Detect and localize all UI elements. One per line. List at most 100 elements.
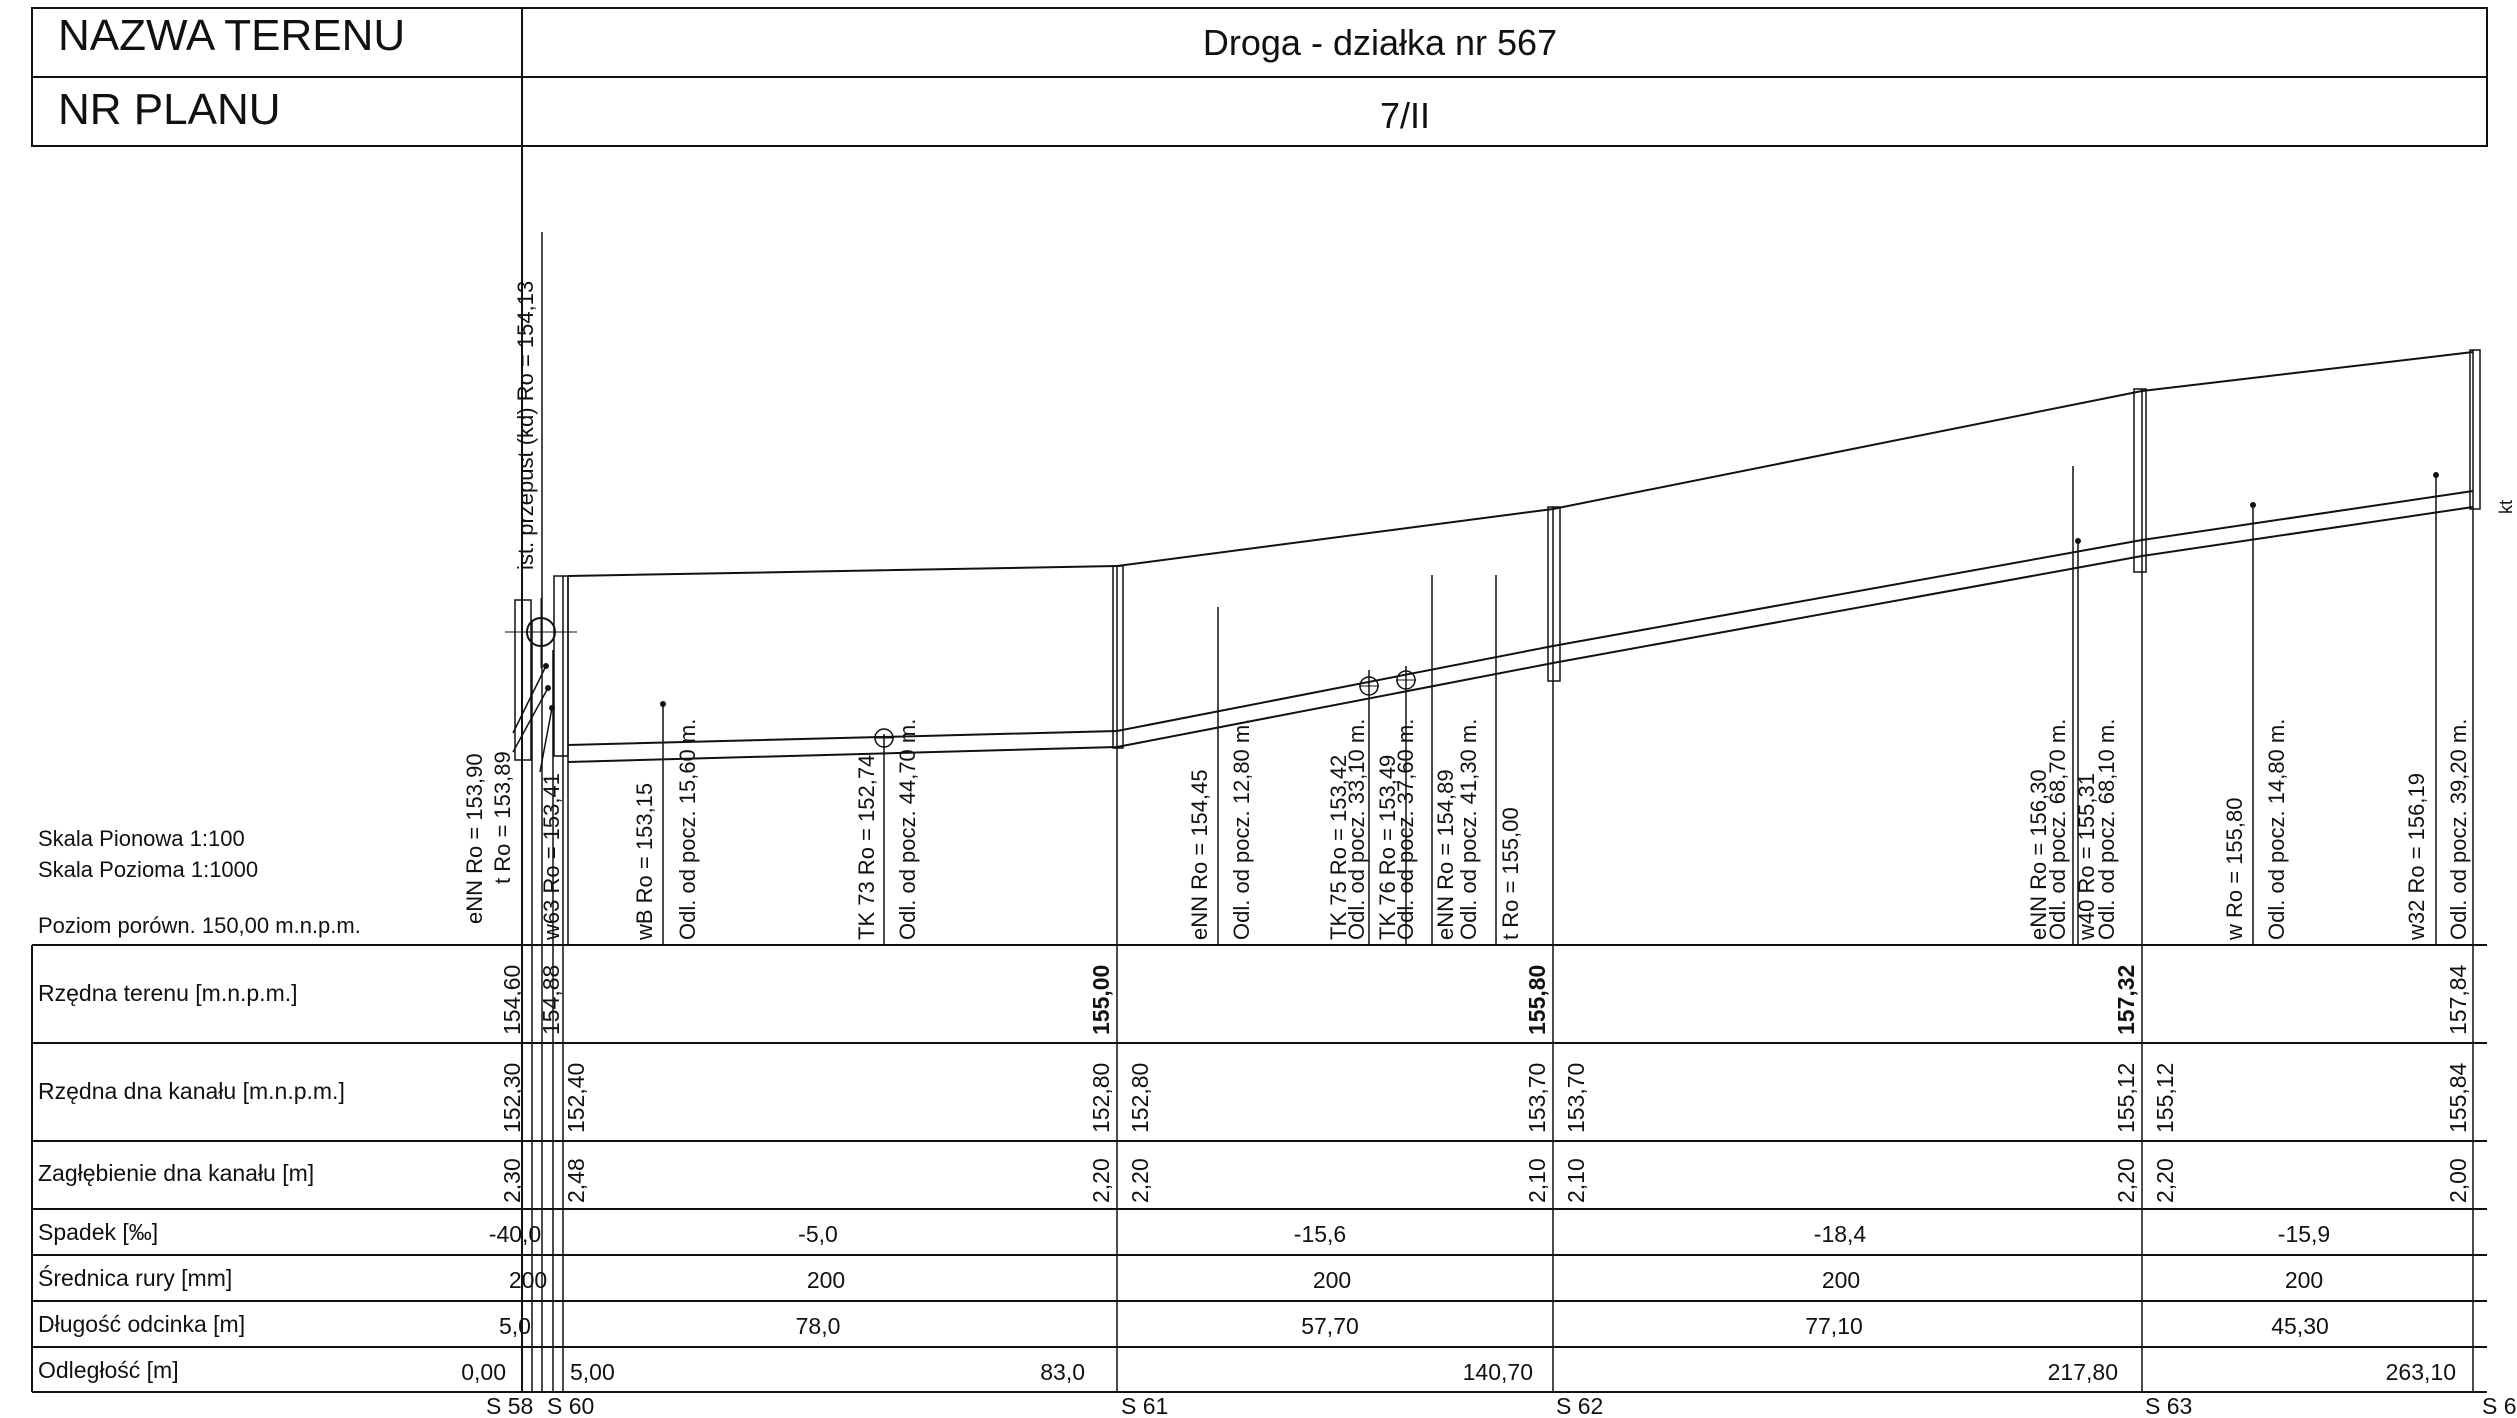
manhole-label: S 60 bbox=[547, 1393, 594, 1418]
row-label-distance: Odległość [m] bbox=[38, 1357, 179, 1383]
slope-value: -18,4 bbox=[1814, 1221, 1867, 1247]
diameter-value: 200 bbox=[1822, 1267, 1860, 1293]
crossing-label: TK 75 Ro = 153,42 bbox=[1326, 755, 1351, 940]
invert-value: 155,12 bbox=[2113, 1063, 2139, 1133]
distance-value: 83,0 bbox=[1040, 1359, 1085, 1385]
terrain-value: 154,60 bbox=[499, 965, 525, 1035]
crossing-label: w Ro = 155,80 bbox=[2222, 798, 2247, 941]
terrain-value: 157,32 bbox=[2113, 965, 2139, 1035]
terrain-name-value: Droga - działka nr 567 bbox=[1203, 22, 1557, 63]
diameter-value: 200 bbox=[807, 1267, 845, 1293]
crossing-label: eNN Ro = 154,45 bbox=[1187, 769, 1212, 940]
crossing-label: Odl. od pocz. 41,30 m. bbox=[1456, 719, 1481, 940]
culvert-label: ist. przepust (kd) Ro = 154,13 bbox=[513, 281, 538, 570]
scale-notes: Skala Pionowa 1:100 Skala Pozioma 1:1000… bbox=[38, 826, 361, 938]
row-label-length: Długość odcinka [m] bbox=[38, 1311, 245, 1337]
depth-value: 2,48 bbox=[563, 1158, 589, 1203]
crossing-label: w32 Ro = 156,19 bbox=[2404, 773, 2429, 941]
slope-value: -15,9 bbox=[2278, 1221, 2330, 1247]
manhole-names: S 58 S 60 S 61 S 62 S 63 S 6 bbox=[486, 1393, 2517, 1418]
manhole-s62-shaft bbox=[1547, 506, 1561, 682]
diameter-value: 200 bbox=[2285, 1267, 2323, 1293]
length-value: 77,10 bbox=[1805, 1313, 1863, 1339]
crossing-label: Odl. od pocz. 39,20 m. bbox=[2446, 719, 2471, 940]
terrain-value: 155,80 bbox=[1524, 965, 1550, 1035]
invert-value: 152,80 bbox=[1088, 1063, 1114, 1133]
vertical-scale: Skala Pionowa 1:100 bbox=[38, 826, 245, 851]
distance-value: 0,00 bbox=[461, 1359, 506, 1385]
depth-value: 2,30 bbox=[499, 1158, 525, 1203]
crossing-label: Odl. od pocz. 68,70 m. bbox=[2045, 719, 2070, 940]
distance-value: 217,80 bbox=[2048, 1359, 2118, 1385]
invert-value: 152,80 bbox=[1127, 1063, 1153, 1133]
terrain-line bbox=[567, 351, 2474, 577]
profile-table: Rzędna terenu [m.n.p.m.] Rzędna dna kana… bbox=[31, 944, 2487, 1393]
depth-value: 2,20 bbox=[2152, 1158, 2178, 1203]
manhole-label: S 61 bbox=[1121, 1393, 1168, 1418]
crossing-label: Odl. od pocz. 37,60 m. bbox=[1393, 719, 1418, 940]
row-label-terrain: Rzędna terenu [m.n.p.m.] bbox=[38, 980, 298, 1006]
manhole-s64-shaft bbox=[2469, 349, 2481, 510]
row-label-depth: Zagłębienie dna kanału [m] bbox=[38, 1160, 314, 1186]
row-label-invert: Rzędna dna kanału [m.n.p.m.] bbox=[38, 1078, 345, 1104]
profile-graph bbox=[505, 146, 2481, 1392]
terrain-name-label: NAZWA TERENU bbox=[58, 11, 405, 60]
depth-value: 2,10 bbox=[1563, 1158, 1589, 1203]
diameter-value: 200 bbox=[1313, 1267, 1351, 1293]
crossing-label: TK 76 Ro = 153,49 bbox=[1375, 755, 1400, 940]
crossing-label: wB Ro = 153,15 bbox=[632, 783, 657, 941]
length-value: 5,0 bbox=[499, 1313, 531, 1339]
crossing-label: Odl. od pocz. 15,60 m. bbox=[675, 719, 700, 940]
crossing-label: Odl. od pocz. 14,80 m. bbox=[2264, 719, 2289, 940]
horizontal-scale: Skala Pozioma 1:1000 bbox=[38, 857, 258, 882]
depth-value: 2,00 bbox=[2445, 1158, 2471, 1203]
invert-value: 152,40 bbox=[563, 1063, 589, 1133]
row-label-diameter: Średnica rury [mm] bbox=[38, 1264, 232, 1291]
length-value: 78,0 bbox=[796, 1313, 841, 1339]
plan-number-value: 7/II bbox=[1380, 95, 1430, 136]
terrain-value: 157,84 bbox=[2445, 964, 2471, 1035]
length-value: 57,70 bbox=[1301, 1313, 1359, 1339]
title-block: NAZWA TERENU Droga - działka nr 567 NR P… bbox=[31, 7, 2488, 147]
pipe-bottom-line bbox=[567, 506, 2474, 763]
diameter-value: 200 bbox=[509, 1267, 547, 1293]
manhole-s61-shaft bbox=[1112, 565, 1124, 749]
plan-number-label: NR PLANU bbox=[58, 85, 281, 134]
invert-value: 152,30 bbox=[499, 1063, 525, 1133]
crossing-label: kt bbox=[2496, 500, 2516, 514]
crossing-label: t Ro = 155,00 bbox=[1498, 807, 1523, 940]
terrain-value: 154,88 bbox=[538, 965, 564, 1035]
distance-value: 5,00 bbox=[570, 1359, 615, 1385]
crossing-label: TK 73 Ro = 152,74 bbox=[854, 755, 879, 940]
crossing-label: t Ro = 153,89 bbox=[490, 751, 515, 884]
slope-value: -40,0 bbox=[489, 1221, 541, 1247]
manhole-s58-shaft bbox=[514, 599, 532, 761]
invert-value: 153,70 bbox=[1524, 1063, 1550, 1133]
distance-value: 263,10 bbox=[2386, 1359, 2456, 1385]
crossing-annotations: ist. przepust (kd) Ro = 154,13 eNN Ro = … bbox=[462, 281, 2516, 941]
crossing-label: w63 Ro = 153,41 bbox=[539, 773, 564, 941]
slope-value: -15,6 bbox=[1294, 1221, 1346, 1247]
pipe-top-line bbox=[567, 490, 2474, 746]
crossing-label: eNN Ro = 153,90 bbox=[462, 753, 487, 924]
invert-value: 155,84 bbox=[2445, 1062, 2471, 1133]
crossing-label: Odl. od pocz. 33,10 m. bbox=[1344, 719, 1369, 940]
crossing-label: w40 Ro = 155,31 bbox=[2074, 773, 2099, 941]
distance-value: 140,70 bbox=[1463, 1359, 1533, 1385]
crossing-label: eNN Ro = 156,30 bbox=[2026, 769, 2051, 940]
crossing-label: eNN Ro = 154,89 bbox=[1433, 769, 1458, 940]
manhole-s60-shaft bbox=[553, 575, 569, 757]
depth-value: 2,20 bbox=[1127, 1158, 1153, 1203]
manhole-label: S 62 bbox=[1556, 1393, 1603, 1418]
row-label-slope: Spadek [‰] bbox=[38, 1219, 158, 1245]
reference-level: Poziom porówn. 150,00 m.n.p.m. bbox=[38, 913, 361, 938]
crossing-label: Odl. od pocz. 12,80 m. bbox=[1229, 719, 1254, 940]
crossing-label: Odl. od pocz. 68,10 m. bbox=[2094, 719, 2119, 940]
invert-value: 155,12 bbox=[2152, 1063, 2178, 1133]
depth-value: 2,20 bbox=[1088, 1158, 1114, 1203]
terrain-value: 155,00 bbox=[1088, 965, 1114, 1035]
crossing-label: Odl. od pocz. 44,70 m. bbox=[895, 719, 920, 940]
depth-value: 2,10 bbox=[1524, 1158, 1550, 1203]
slope-value: -5,0 bbox=[798, 1221, 838, 1247]
